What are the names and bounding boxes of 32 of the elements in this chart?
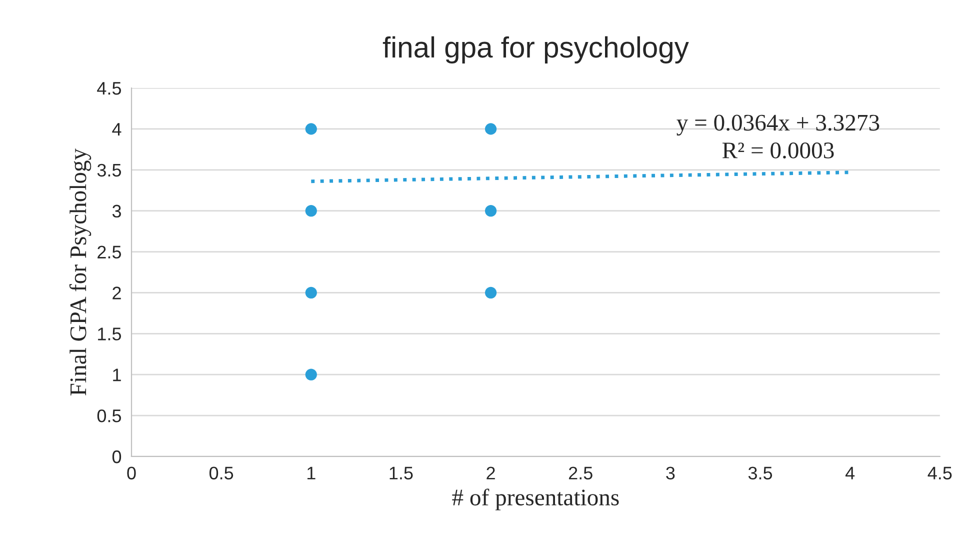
point <box>484 123 497 135</box>
x-tick-label: 1 <box>307 466 316 480</box>
y-tick-label: 3 <box>112 204 121 218</box>
y-tick-label: 0.5 <box>97 409 122 422</box>
point <box>484 286 497 299</box>
y-tick-label: 4.5 <box>97 82 122 95</box>
y-tick-label: 4 <box>112 123 122 136</box>
x-tick-label: 4.5 <box>928 466 952 480</box>
x-axis-title: # of presentations <box>452 488 619 510</box>
point <box>305 286 317 299</box>
y-tick-label: 0 <box>112 450 122 464</box>
y-tick-label: 1.5 <box>98 328 122 340</box>
x-tick-label: 3.5 <box>748 466 772 480</box>
x-tick-label: 0 <box>127 466 136 480</box>
x-tick-label: 1.5 <box>390 466 413 480</box>
y-tick-label: 3.5 <box>97 164 122 177</box>
x-tick-label: 2.5 <box>568 466 592 480</box>
x-tick-label: 3 <box>666 466 675 480</box>
y-tick-label: 2 <box>112 286 121 300</box>
x-tick-label: 4 <box>845 466 855 480</box>
point <box>305 123 317 135</box>
y-tick-label: 2.5 <box>98 246 122 258</box>
point <box>484 205 497 217</box>
y-tick-label: 1 <box>113 368 121 382</box>
y-axis-title: Final GPA for Psychology <box>69 148 92 396</box>
x-tick-label: 2 <box>486 466 495 480</box>
x-tick-label: 0.5 <box>209 466 234 480</box>
point <box>305 368 317 380</box>
annotation: y = 0.0364x + 3.3273 <box>676 114 880 136</box>
annotation: R² = 0.0003 <box>722 142 834 158</box>
chart-title: final gpa for psychology <box>382 36 689 64</box>
point <box>305 205 317 217</box>
